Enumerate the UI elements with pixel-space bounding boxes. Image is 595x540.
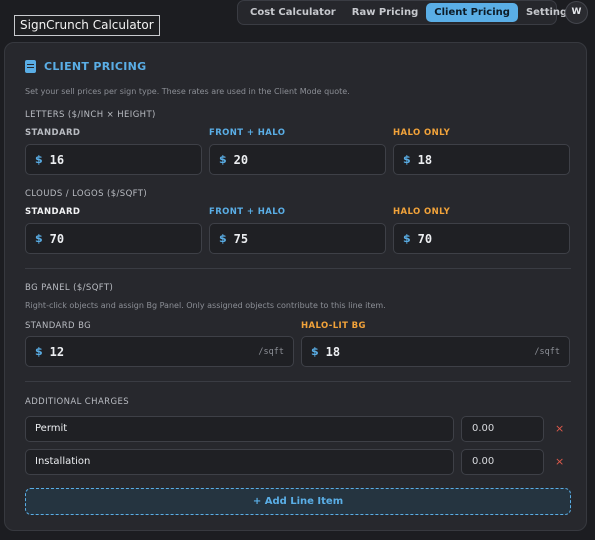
clouds-halo-only-label: HALO ONLY [393, 207, 451, 217]
charge-name-input[interactable]: Permit [25, 416, 454, 442]
tab-cost-calculator[interactable]: Cost Calculator [250, 7, 336, 18]
remove-icon[interactable]: × [555, 455, 565, 468]
letters-halo-only-value: 18 [417, 152, 433, 167]
charge-name-input[interactable]: Installation [25, 449, 454, 475]
dollar-icon: $ [35, 153, 43, 166]
letters-front-halo-label: FRONT + HALO [209, 128, 286, 138]
clouds-front-halo-input[interactable]: $ 75 [209, 223, 386, 254]
dollar-icon: $ [219, 232, 227, 245]
document-icon [25, 60, 36, 73]
unit-suffix: /sqft [258, 346, 284, 357]
letters-standard-label: STANDARD [25, 128, 81, 138]
dollar-icon: $ [219, 153, 227, 166]
letters-halo-only-label: HALO ONLY [393, 128, 451, 138]
tab-client-pricing[interactable]: Client Pricing [426, 3, 518, 22]
unit-suffix: /sqft [534, 346, 560, 357]
tab-settings[interactable]: Settings [525, 7, 574, 18]
letters-halo-only-input[interactable]: $ 18 [393, 144, 570, 175]
additional-charges-heading: ADDITIONAL CHARGES [25, 397, 130, 407]
halo-lit-bg-input[interactable]: $ 18 /sqft [301, 336, 570, 367]
clouds-standard-value: 70 [49, 231, 65, 246]
divider [25, 268, 571, 269]
section-description: Set your sell prices per sign type. Thes… [25, 87, 350, 96]
standard-bg-value: 12 [49, 344, 65, 359]
clouds-halo-only-input[interactable]: $ 70 [393, 223, 570, 254]
letters-standard-input[interactable]: $ 16 [25, 144, 202, 175]
standard-bg-label: STANDARD BG [25, 321, 92, 331]
tab-raw-pricing[interactable]: Raw Pricing [351, 7, 419, 18]
section-title: CLIENT PRICING [44, 60, 147, 73]
clouds-standard-label: STANDARD [25, 207, 81, 217]
bg-panel-description: Right-click objects and assign Bg Panel.… [25, 301, 386, 310]
section-header: CLIENT PRICING [25, 60, 146, 73]
letters-front-halo-input[interactable]: $ 20 [209, 144, 386, 175]
clouds-standard-input[interactable]: $ 70 [25, 223, 202, 254]
halo-lit-bg-label: HALO-LIT BG [301, 321, 366, 331]
window-title: SignCrunch Calculator [14, 15, 160, 36]
charge-amount-input[interactable]: 0.00 [461, 449, 544, 475]
dollar-icon: $ [311, 345, 319, 358]
dollar-icon: $ [35, 345, 43, 358]
clouds-heading: CLOUDS / LOGOS ($/SQFT) [25, 189, 148, 199]
dollar-icon: $ [403, 153, 411, 166]
letters-heading: LETTERS ($/INCH × HEIGHT) [25, 110, 156, 120]
user-avatar[interactable]: W [565, 1, 588, 24]
add-line-item-button[interactable]: + Add Line Item [25, 488, 571, 515]
letters-standard-value: 16 [49, 152, 65, 167]
client-pricing-panel: CLIENT PRICING Set your sell prices per … [4, 42, 587, 531]
clouds-halo-only-value: 70 [417, 231, 433, 246]
divider [25, 381, 571, 382]
charge-amount-input[interactable]: 0.00 [461, 416, 544, 442]
bg-panel-heading: BG PANEL ($/SQFT) [25, 283, 114, 293]
clouds-front-halo-value: 75 [233, 231, 249, 246]
clouds-front-halo-label: FRONT + HALO [209, 207, 286, 217]
standard-bg-input[interactable]: $ 12 /sqft [25, 336, 294, 367]
letters-front-halo-value: 20 [233, 152, 249, 167]
halo-lit-bg-value: 18 [325, 344, 341, 359]
dollar-icon: $ [35, 232, 43, 245]
remove-icon[interactable]: × [555, 422, 565, 435]
tab-bar: Cost Calculator Raw Pricing Client Prici… [237, 0, 573, 25]
dollar-icon: $ [403, 232, 411, 245]
